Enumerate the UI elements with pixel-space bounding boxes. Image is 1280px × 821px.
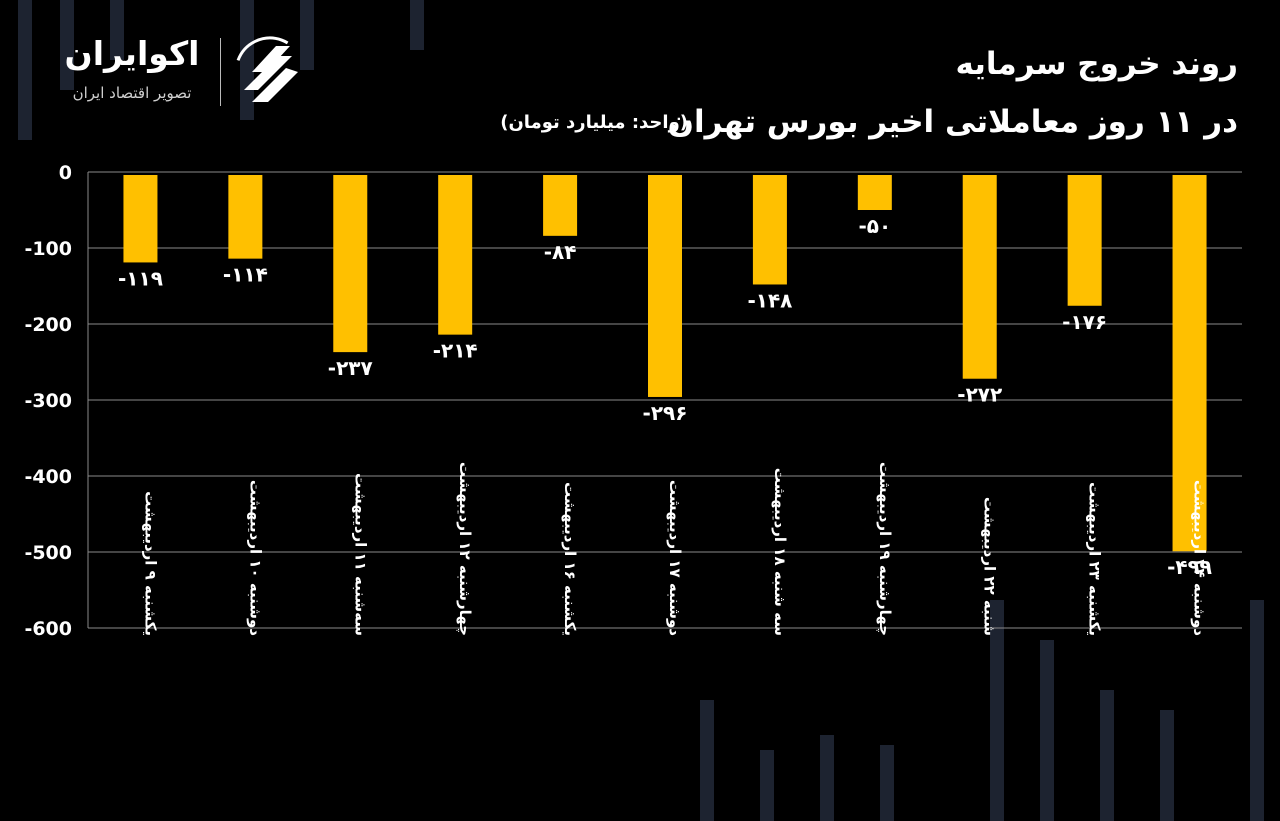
background-candle: [1160, 710, 1174, 821]
data-label: -۱۷۶: [1062, 310, 1107, 334]
data-label: -۲۷۲: [957, 383, 1002, 407]
x-tick-label: سه‌شنبه ۱۱ اردیبهشت: [351, 473, 369, 636]
x-tick-label: دوشنبه ۱۰ اردیبهشت: [246, 480, 264, 636]
bar: [123, 175, 158, 263]
x-tick-label: دوشنبه ۲۴ اردیبهشت: [1191, 480, 1209, 636]
background-candle: [1250, 600, 1264, 821]
chart-title-line-2: در ۱۱ روز معاملاتی اخیر بورس تهران: [667, 104, 1238, 140]
y-tick-label: -600: [24, 618, 72, 640]
background-candle: [300, 0, 314, 70]
x-tick-label: چهارشنبه ۱۹ اردیبهشت: [875, 462, 894, 636]
x-tick-label: شنبه ۲۲ اردیبهشت: [981, 497, 999, 636]
background-candle: [110, 0, 124, 60]
brand-tagline: تصویر اقتصاد ایران: [72, 84, 192, 102]
y-tick-label: -200: [24, 314, 72, 336]
unit-note: (واحد: میلیارد تومان): [500, 112, 688, 133]
background-candle: [990, 600, 1004, 821]
x-tick-label: چهارشنبه ۱۲ اردیبهشت: [455, 462, 474, 636]
bar: [1172, 175, 1207, 552]
data-label: -۵۰: [858, 214, 891, 238]
bar: [1067, 175, 1102, 306]
data-label: -۲۱۴: [433, 339, 478, 363]
x-tick-label: یکشنبه ۹ اردیبهشت: [141, 491, 159, 636]
bar: [648, 175, 682, 397]
y-tick-label: 0: [59, 162, 72, 184]
logo-divider: [220, 38, 221, 106]
background-candle: [18, 0, 32, 140]
data-label: -۱۱۹: [118, 266, 163, 290]
x-tick-label: سه شنبه ۱۸ اردیبهشت: [771, 468, 789, 636]
data-label: -۲۹۶: [643, 401, 688, 425]
bar: [543, 175, 578, 236]
y-tick-label: -500: [24, 542, 72, 564]
y-tick-label: -100: [24, 238, 72, 260]
chart-title-line-1: روند خروج سرمایه: [955, 46, 1238, 82]
bar: [962, 175, 997, 379]
background-candle: [880, 745, 894, 821]
background-candle: [410, 0, 424, 50]
background-candle: [1100, 690, 1114, 821]
data-label: -۱۴۸: [747, 288, 792, 312]
background-candle: [1040, 640, 1054, 821]
bar: [333, 175, 368, 353]
data-label: -۸۴: [544, 240, 577, 264]
bar: [228, 175, 263, 259]
x-tick-label: یکشنبه ۲۳ اردیبهشت: [1086, 482, 1104, 636]
data-label: -۴۹۹: [1167, 555, 1212, 579]
bar: [857, 175, 892, 210]
background-candle: [760, 750, 774, 821]
brand-logo: اکوایران تصویر اقتصاد ایران: [52, 34, 312, 114]
ecoiran-logo-icon: [234, 36, 306, 108]
background-candle: [700, 700, 714, 821]
x-tick-label: دوشنبه ۱۷ اردیبهشت: [666, 480, 684, 636]
brand-name: اکوایران: [64, 34, 200, 73]
data-label: -۲۳۷: [328, 356, 373, 380]
data-label: -۱۱۴: [223, 263, 268, 287]
background-candle: [60, 0, 74, 90]
bar: [752, 175, 787, 285]
bar: [438, 175, 473, 335]
x-tick-label: یکشنبه ۱۶ اردیبهشت: [561, 482, 579, 636]
background-candle: [820, 735, 834, 821]
y-tick-label: -300: [24, 390, 72, 412]
y-tick-label: -400: [24, 466, 72, 488]
